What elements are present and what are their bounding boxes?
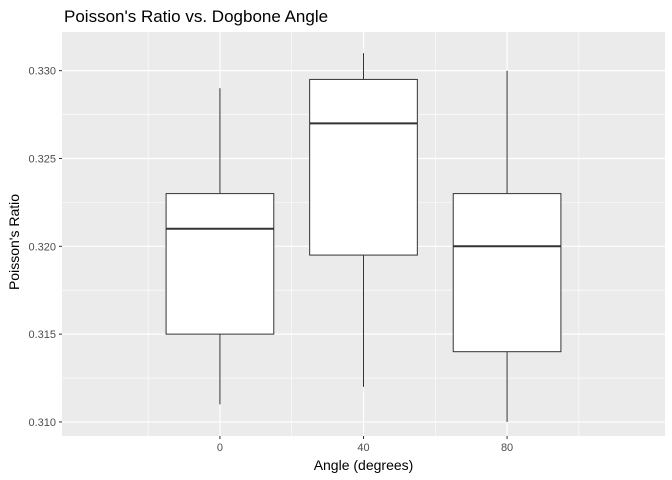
box-iqr bbox=[165, 193, 275, 335]
box-iqr bbox=[452, 193, 562, 353]
x-axis-title: Angle (degrees) bbox=[314, 457, 414, 473]
y-tick-label: 0.320 bbox=[28, 241, 56, 253]
x-axis-ticks: 0 40 80 bbox=[217, 436, 513, 454]
y-tick-label: 0.325 bbox=[28, 153, 56, 165]
boxes bbox=[165, 53, 562, 422]
box-group-0 bbox=[165, 88, 275, 405]
chart-title: Poisson's Ratio vs. Dogbone Angle bbox=[64, 7, 328, 26]
y-axis-title: Poisson's Ratio bbox=[6, 194, 22, 290]
box-group-40 bbox=[309, 53, 418, 387]
box-group-80 bbox=[452, 70, 562, 422]
y-tick-label: 0.315 bbox=[28, 329, 56, 341]
x-tick-label: 0 bbox=[217, 442, 223, 454]
y-tick-label: 0.330 bbox=[28, 66, 56, 78]
box-iqr bbox=[309, 78, 418, 256]
x-tick-label: 40 bbox=[357, 442, 369, 454]
x-tick-label: 80 bbox=[501, 442, 513, 454]
y-axis-ticks: 0.310 0.315 0.320 0.325 0.330 bbox=[28, 66, 62, 429]
y-tick-label: 0.310 bbox=[28, 417, 56, 429]
